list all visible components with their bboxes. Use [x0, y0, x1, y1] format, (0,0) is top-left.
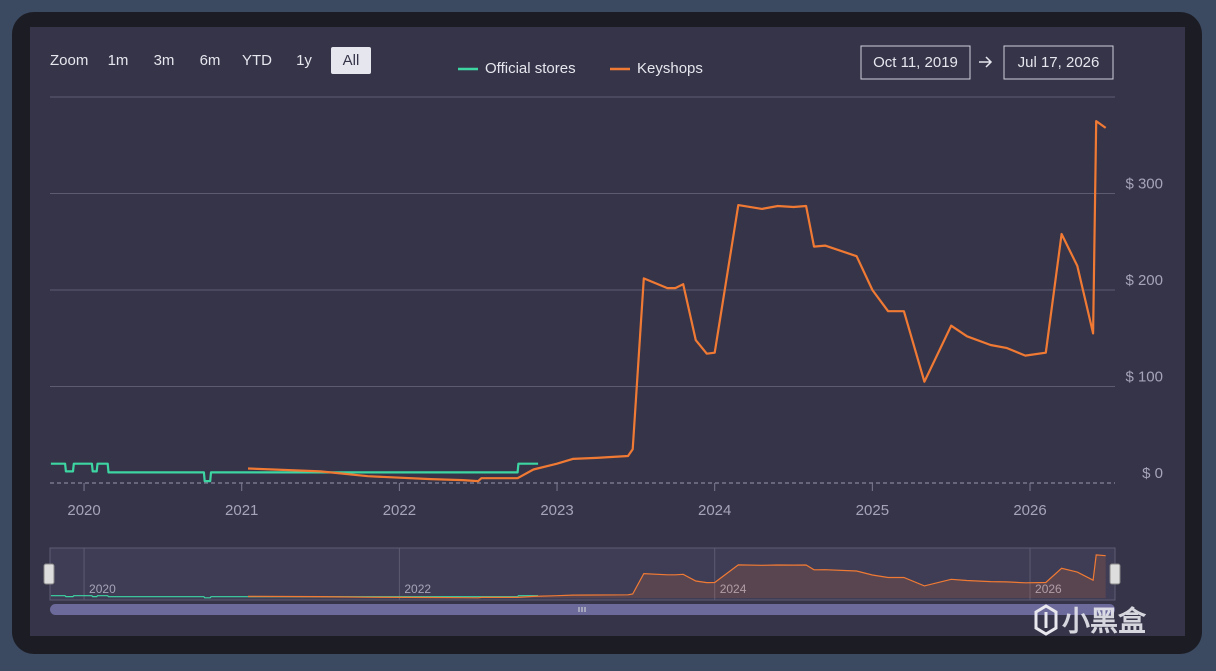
navigator-area: [248, 554, 1106, 598]
zoom-button[interactable]: 3m: [154, 52, 175, 69]
chart-background: [30, 27, 1185, 636]
navigator-handle[interactable]: [1109, 563, 1121, 585]
series-line: [50, 462, 539, 483]
y-tick-label: $ 0: [1142, 465, 1163, 482]
date-from[interactable]: Oct 11, 2019: [873, 54, 958, 71]
navigator-tick-label: 2020: [89, 582, 116, 596]
date-to-box[interactable]: [1003, 45, 1114, 80]
zoom-button[interactable]: All: [343, 52, 360, 69]
navigator-line: [247, 554, 1106, 599]
navigator: [49, 547, 1116, 601]
y-tick-label: $ 100: [1125, 368, 1163, 385]
navigator-handle[interactable]: [43, 563, 55, 585]
zoom-button[interactable]: YTD: [242, 52, 272, 69]
navigator-tick-label: 2022: [404, 582, 431, 596]
x-tick-label: 2026: [1013, 502, 1046, 519]
range-arrow: [979, 56, 993, 68]
x-tick-label: 2022: [383, 502, 416, 519]
x-tick-label: 2025: [856, 502, 889, 519]
watermark: 小黑盒: [1062, 604, 1147, 636]
x-tick-label: 2023: [540, 502, 573, 519]
zoom-button[interactable]: 1m: [108, 52, 129, 69]
zoom-button[interactable]: 1y: [296, 52, 312, 69]
navigator-tick-label: 2024: [720, 582, 747, 596]
x-tick-label: 2024: [698, 502, 731, 519]
y-tick-label: $ 300: [1125, 175, 1163, 192]
legend-label[interactable]: Official stores: [485, 60, 576, 77]
zoom-label: Zoom: [50, 52, 88, 69]
date-from-box[interactable]: [860, 45, 971, 80]
y-tick-label: $ 200: [1125, 272, 1163, 289]
series-line: [247, 120, 1107, 483]
zoom-button[interactable]: 6m: [200, 52, 221, 69]
x-tick-label: 2021: [225, 502, 258, 519]
scrollbar-grip: [578, 607, 586, 612]
zoom-button-active[interactable]: [331, 47, 371, 74]
legend-label[interactable]: Keyshops: [637, 60, 703, 77]
watermark-logo: [1034, 604, 1058, 636]
x-tick-label: 2020: [67, 502, 100, 519]
date-to[interactable]: Jul 17, 2026: [1018, 54, 1100, 71]
navigator-tick-label: 2026: [1035, 582, 1062, 596]
